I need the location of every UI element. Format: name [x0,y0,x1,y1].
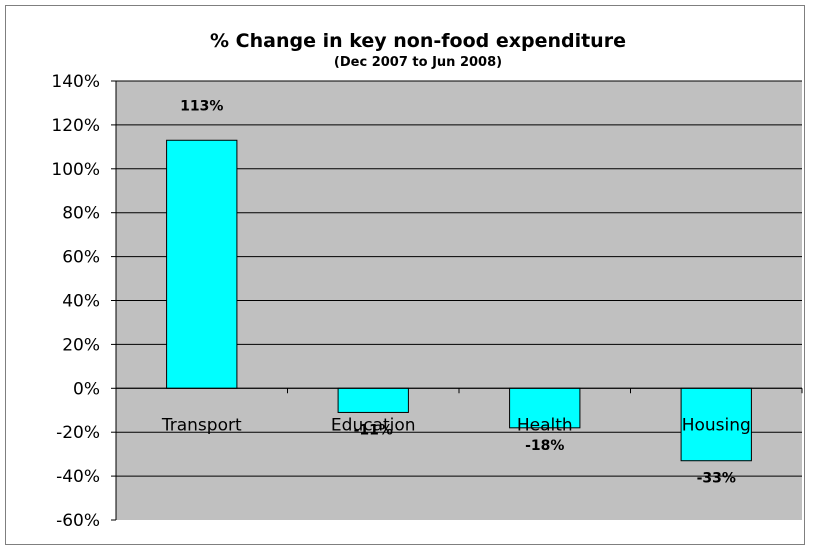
y-tick-label: 0% [73,379,100,399]
axis-ticks [111,80,803,521]
data-labels: 113% -11% -18% -33% [180,98,736,486]
y-tick-label: 140% [51,72,100,92]
bar-housing [680,387,752,462]
chart-subtitle: (Dec 2007 to Jun 2008) [334,55,502,70]
chart-frame [5,5,805,545]
y-tick-label: 20% [62,335,100,355]
y-tick-label: 120% [51,116,100,136]
category-label: Education [331,415,416,435]
category-label: Transport [161,415,242,435]
category-label: Housing [682,415,751,435]
y-tick-label: -40% [56,467,100,487]
data-label: -11% [354,422,393,438]
category-label: Health [517,415,573,435]
y-tick-label: -20% [56,423,100,443]
y-tick-label: 80% [62,204,100,224]
bar-health [509,387,581,429]
y-tick-label: 60% [62,248,100,268]
bars [166,139,752,462]
data-label: -18% [525,438,564,454]
data-label: 113% [180,98,223,114]
gridlines [116,80,802,477]
y-tick-label: -60% [56,511,100,531]
y-tick-label: 100% [51,160,100,180]
y-tick-label: 40% [62,292,100,312]
y-tick-labels: 140% 120% 100% 80% 60% 40% 20% 0% -20% -40% -60% [51,72,100,531]
bar-education [337,387,409,413]
data-label: -33% [697,471,736,487]
category-labels: Transport Education Health Housing [161,415,751,435]
chart-title: % Change in key non-food expenditure [210,30,626,52]
bar-transport [166,139,238,389]
